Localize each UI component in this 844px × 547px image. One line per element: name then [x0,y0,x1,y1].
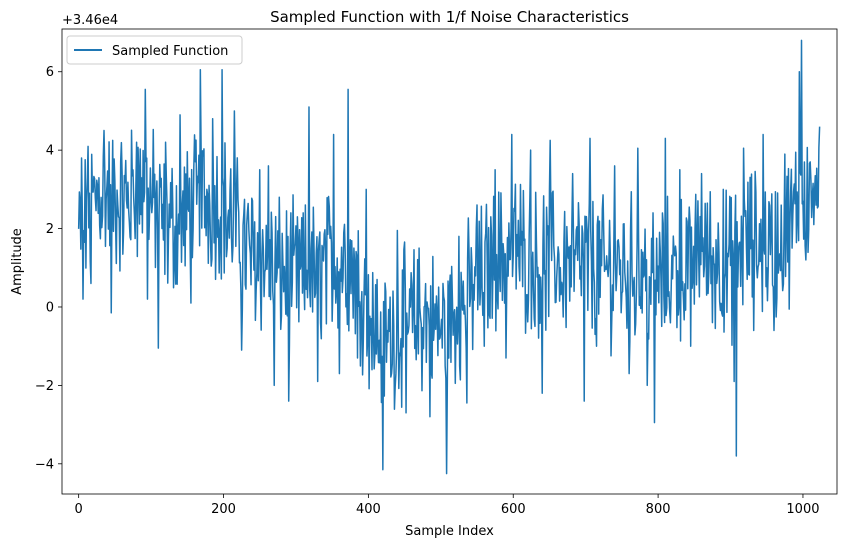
x-tick-label: 200 [211,502,236,517]
x-tick-label: 1000 [786,502,819,517]
x-tick-label: 0 [75,502,83,517]
series-line-sampled-function [77,39,821,475]
y-tick-label: 6 [46,65,54,80]
chart-title: Sampled Function with 1/f Noise Characte… [270,8,629,26]
legend-label-sampled-function: Sampled Function [112,44,228,59]
axes-frame [61,28,838,495]
x-tick-label: 800 [646,502,671,517]
y-tick-label: 0 [46,300,54,315]
x-axis-label: Sample Index [405,524,494,539]
x-tick-label: 400 [356,502,381,517]
plot-layer [77,39,821,475]
legend: Sampled Function [66,35,243,65]
legend-box [66,35,243,65]
y-tick-label: 4 [46,144,54,159]
x-tick-label: 600 [501,502,526,517]
axes-layer: 0 200 400 600 800 1000 −4 −2 0 2 4 6 [35,28,838,517]
y-axis-label: Amplitude [10,228,25,295]
y-offset-label: +3.46e4 [62,13,118,28]
y-tick-label: 2 [46,222,54,237]
y-tick-label: −4 [35,457,54,472]
y-tick-label: −2 [35,379,54,394]
